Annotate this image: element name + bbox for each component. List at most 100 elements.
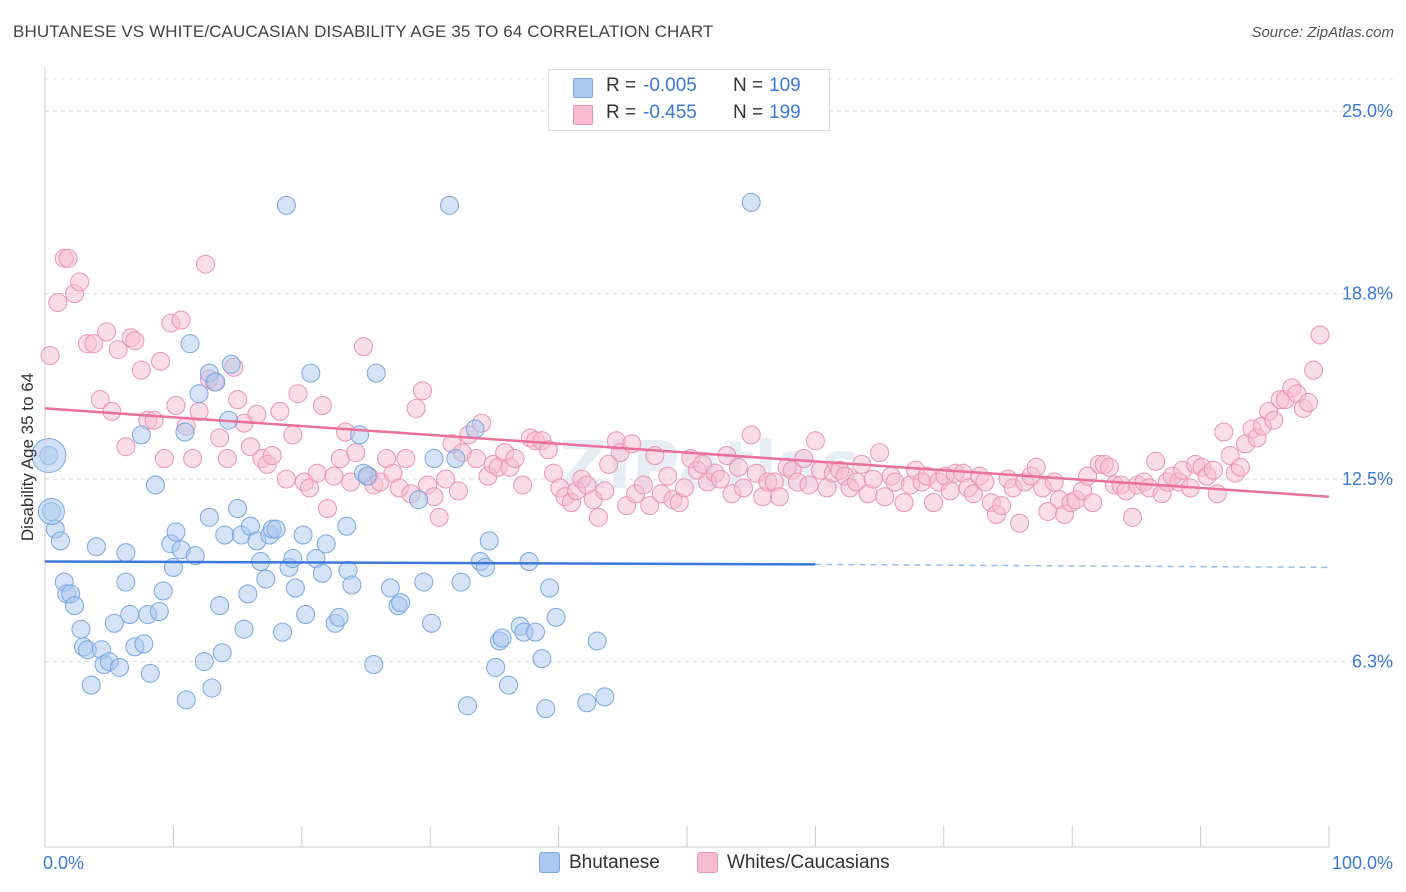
whites-point — [353, 337, 373, 357]
whites-points — [40, 248, 1330, 533]
bhutanese-point — [741, 192, 761, 212]
whites-point — [963, 484, 983, 504]
bhutanese-point — [153, 581, 173, 601]
whites-point — [116, 437, 136, 457]
whites-point — [940, 481, 960, 501]
bhutanese-point — [465, 419, 485, 439]
whites-point — [1010, 513, 1030, 533]
bhutanese-point — [202, 678, 222, 698]
legend-r-value: -0.005 — [643, 75, 697, 96]
whites-point — [1304, 360, 1324, 380]
whites-point — [769, 487, 789, 507]
whites-point — [505, 448, 525, 468]
bhutanese-point — [329, 607, 349, 627]
bhutanese-point — [409, 490, 429, 510]
bhutanese-point — [134, 634, 154, 654]
bhutanese-point — [424, 448, 444, 468]
bottom-legend-label-whites: Whites/Caucasians — [727, 852, 890, 873]
whites-point — [885, 472, 905, 492]
whites-point — [1264, 410, 1284, 430]
whites-point — [538, 440, 558, 460]
bhutanese-point — [301, 363, 321, 383]
whites-point — [412, 381, 432, 401]
bhutanese-point — [210, 596, 230, 616]
bhutanese-trend-line — [44, 560, 816, 566]
bhutanese-point — [492, 628, 512, 648]
whites-point — [151, 351, 171, 371]
whites-point — [1230, 457, 1250, 477]
bhutanese-point — [212, 643, 232, 663]
whites-point — [324, 466, 344, 486]
whites-point — [448, 481, 468, 501]
whites-point — [466, 448, 486, 468]
bhutanese-point — [337, 516, 357, 536]
whites-point — [674, 478, 694, 498]
bhutanese-point — [50, 531, 70, 551]
chart-source: Source: ZipAtlas.com — [1251, 24, 1394, 41]
bhutanese-point — [86, 537, 106, 557]
whites-point — [875, 487, 895, 507]
whites-point — [108, 340, 128, 360]
bhutanese-point — [215, 525, 235, 545]
whites-point — [1146, 451, 1166, 471]
bhutanese-point-large — [31, 438, 67, 474]
bhutanese-point — [499, 675, 519, 695]
bhutanese-point — [81, 675, 101, 695]
whites-point — [125, 331, 145, 351]
bhutanese-point — [525, 622, 545, 642]
bhutanese-point — [71, 619, 91, 639]
whites-point — [424, 487, 444, 507]
legend-swatch-whites — [573, 105, 593, 125]
bhutanese-point — [414, 572, 434, 592]
whites-point — [1044, 472, 1064, 492]
bhutanese-point — [234, 619, 254, 639]
whites-point — [48, 292, 68, 312]
whites-point — [741, 425, 761, 445]
bhutanese-point — [293, 525, 313, 545]
legend-n-value: 199 — [769, 102, 801, 123]
bottom-legend-swatch-whites — [697, 852, 718, 873]
whites-point — [1310, 325, 1330, 345]
whites-point — [1083, 493, 1103, 513]
bhutanese-point — [180, 334, 200, 354]
bhutanese-point — [166, 522, 186, 542]
legend-n-value: 109 — [769, 75, 801, 96]
bhutanese-point — [312, 563, 332, 583]
bhutanese-point — [228, 499, 248, 519]
bhutanese-point — [357, 466, 377, 486]
whites-point — [346, 443, 366, 463]
bhutanese-point — [457, 696, 477, 716]
bhutanese-point — [116, 572, 136, 592]
bhutanese-point — [145, 475, 165, 495]
whites-point — [70, 272, 90, 292]
grid-lines — [45, 78, 1395, 663]
bhutanese-point — [238, 584, 258, 604]
whites-point — [166, 395, 186, 415]
bhutanese-points — [31, 192, 761, 719]
whites-trend-line — [44, 407, 1330, 498]
whites-point — [1026, 457, 1046, 477]
whites-point — [1214, 422, 1234, 442]
axes — [44, 67, 1330, 848]
x-tick-label-min: 0.0% — [43, 853, 84, 873]
whites-point — [283, 425, 303, 445]
whites-point — [924, 493, 944, 513]
bhutanese-point — [479, 531, 499, 551]
legend-r-label: R = — [606, 75, 637, 96]
whites-point — [406, 398, 426, 418]
whites-point — [799, 475, 819, 495]
whites-point — [131, 360, 151, 380]
whites-point — [863, 469, 883, 489]
bhutanese-point — [185, 546, 205, 566]
whites-point — [1203, 460, 1223, 480]
bottom-legend-swatch-bhutanese — [539, 852, 560, 873]
whites-point — [262, 446, 282, 466]
whites-point — [870, 443, 890, 463]
y-tick-label: 6.3% — [1352, 652, 1393, 672]
whites-point — [210, 428, 230, 448]
bhutanese-point — [131, 425, 151, 445]
bhutanese-point — [587, 631, 607, 651]
whites-point — [805, 431, 825, 451]
bhutanese-point — [283, 549, 303, 569]
